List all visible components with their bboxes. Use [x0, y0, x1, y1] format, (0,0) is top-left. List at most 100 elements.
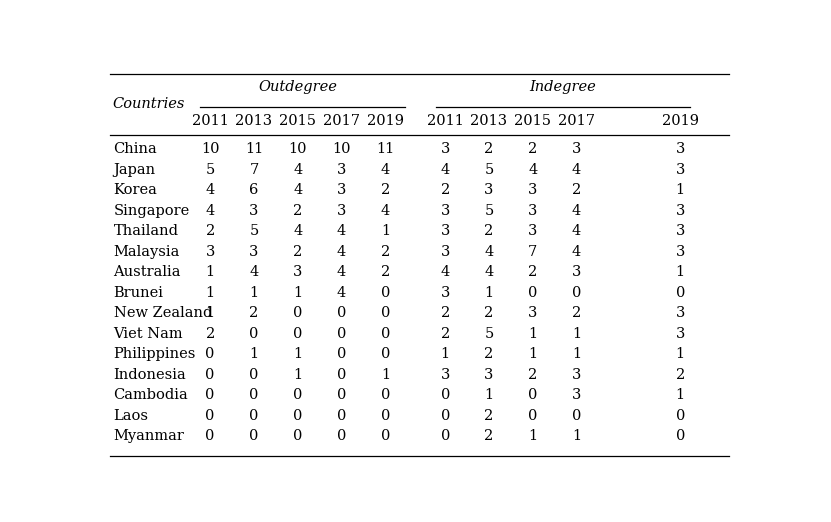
Text: Cambodia: Cambodia	[114, 388, 189, 402]
Text: 2: 2	[529, 367, 538, 382]
Text: 3: 3	[572, 265, 581, 279]
Text: 0: 0	[381, 429, 390, 443]
Text: 1: 1	[381, 224, 390, 238]
Text: 0: 0	[381, 409, 390, 422]
Text: 3: 3	[484, 367, 494, 382]
Text: 10: 10	[288, 142, 307, 156]
Text: 1: 1	[205, 265, 214, 279]
Text: 1: 1	[293, 347, 302, 361]
Text: 10: 10	[201, 142, 219, 156]
Text: 11: 11	[245, 142, 263, 156]
Text: 0: 0	[205, 429, 215, 443]
Text: 7: 7	[249, 162, 258, 176]
Text: 2: 2	[205, 224, 214, 238]
Text: 1: 1	[529, 347, 538, 361]
Text: 3: 3	[676, 327, 685, 340]
Text: 3: 3	[440, 286, 450, 300]
Text: 5: 5	[205, 162, 214, 176]
Text: 3: 3	[440, 244, 450, 258]
Text: 0: 0	[676, 286, 685, 300]
Text: 0: 0	[205, 347, 215, 361]
Text: 3: 3	[249, 204, 258, 218]
Text: Australia: Australia	[114, 265, 181, 279]
Text: 0: 0	[676, 409, 685, 422]
Text: 4: 4	[293, 224, 302, 238]
Text: 0: 0	[440, 388, 450, 402]
Text: 2: 2	[484, 347, 494, 361]
Text: 0: 0	[381, 347, 390, 361]
Text: Brunei: Brunei	[114, 286, 164, 300]
Text: 3: 3	[529, 306, 538, 320]
Text: 3: 3	[249, 244, 258, 258]
Text: 0: 0	[249, 327, 258, 340]
Text: 0: 0	[249, 388, 258, 402]
Text: 2: 2	[484, 306, 494, 320]
Text: Viet Nam: Viet Nam	[114, 327, 183, 340]
Text: 3: 3	[676, 244, 685, 258]
Text: 0: 0	[337, 327, 347, 340]
Text: 2: 2	[572, 306, 581, 320]
Text: 3: 3	[337, 162, 347, 176]
Text: 5: 5	[484, 162, 494, 176]
Text: 3: 3	[440, 142, 450, 156]
Text: 0: 0	[293, 388, 302, 402]
Text: 0: 0	[205, 367, 215, 382]
Text: China: China	[114, 142, 157, 156]
Text: 2015: 2015	[279, 114, 317, 128]
Text: 1: 1	[293, 367, 302, 382]
Text: 11: 11	[376, 142, 395, 156]
Text: 2: 2	[293, 244, 302, 258]
Text: 0: 0	[249, 409, 258, 422]
Text: 3: 3	[205, 244, 215, 258]
Text: 0: 0	[381, 306, 390, 320]
Text: Thailand: Thailand	[114, 224, 179, 238]
Text: 3: 3	[572, 388, 581, 402]
Text: 0: 0	[381, 286, 390, 300]
Text: 0: 0	[293, 306, 302, 320]
Text: 1: 1	[293, 286, 302, 300]
Text: 0: 0	[440, 409, 450, 422]
Text: 2: 2	[381, 265, 390, 279]
Text: 2: 2	[484, 142, 494, 156]
Text: 4: 4	[440, 162, 450, 176]
Text: 0: 0	[337, 409, 347, 422]
Text: 4: 4	[337, 286, 347, 300]
Text: 1: 1	[440, 347, 450, 361]
Text: 0: 0	[293, 409, 302, 422]
Text: 4: 4	[572, 204, 581, 218]
Text: 0: 0	[676, 429, 685, 443]
Text: New Zealand: New Zealand	[114, 306, 212, 320]
Text: 0: 0	[337, 347, 347, 361]
Text: 4: 4	[337, 265, 347, 279]
Text: 4: 4	[440, 265, 450, 279]
Text: 1: 1	[572, 429, 581, 443]
Text: 1: 1	[529, 327, 538, 340]
Text: Indegree: Indegree	[529, 80, 596, 94]
Text: 3: 3	[572, 367, 581, 382]
Text: 3: 3	[440, 224, 450, 238]
Text: 3: 3	[529, 183, 538, 197]
Text: 0: 0	[572, 409, 581, 422]
Text: 5: 5	[249, 224, 258, 238]
Text: 1: 1	[572, 347, 581, 361]
Text: 1: 1	[484, 388, 494, 402]
Text: Philippines: Philippines	[114, 347, 196, 361]
Text: Countries: Countries	[113, 98, 185, 111]
Text: 2: 2	[381, 183, 390, 197]
Text: Indonesia: Indonesia	[114, 367, 186, 382]
Text: Laos: Laos	[114, 409, 149, 422]
Text: 0: 0	[293, 327, 302, 340]
Text: 1: 1	[676, 347, 685, 361]
Text: 1: 1	[484, 286, 494, 300]
Text: 2011: 2011	[427, 114, 464, 128]
Text: 1: 1	[676, 388, 685, 402]
Text: 0: 0	[249, 367, 258, 382]
Text: 3: 3	[572, 142, 581, 156]
Text: 3: 3	[676, 204, 685, 218]
Text: 4: 4	[381, 162, 390, 176]
Text: 4: 4	[249, 265, 258, 279]
Text: 4: 4	[205, 204, 214, 218]
Text: 2: 2	[529, 265, 538, 279]
Text: 2: 2	[484, 409, 494, 422]
Text: 1: 1	[381, 367, 390, 382]
